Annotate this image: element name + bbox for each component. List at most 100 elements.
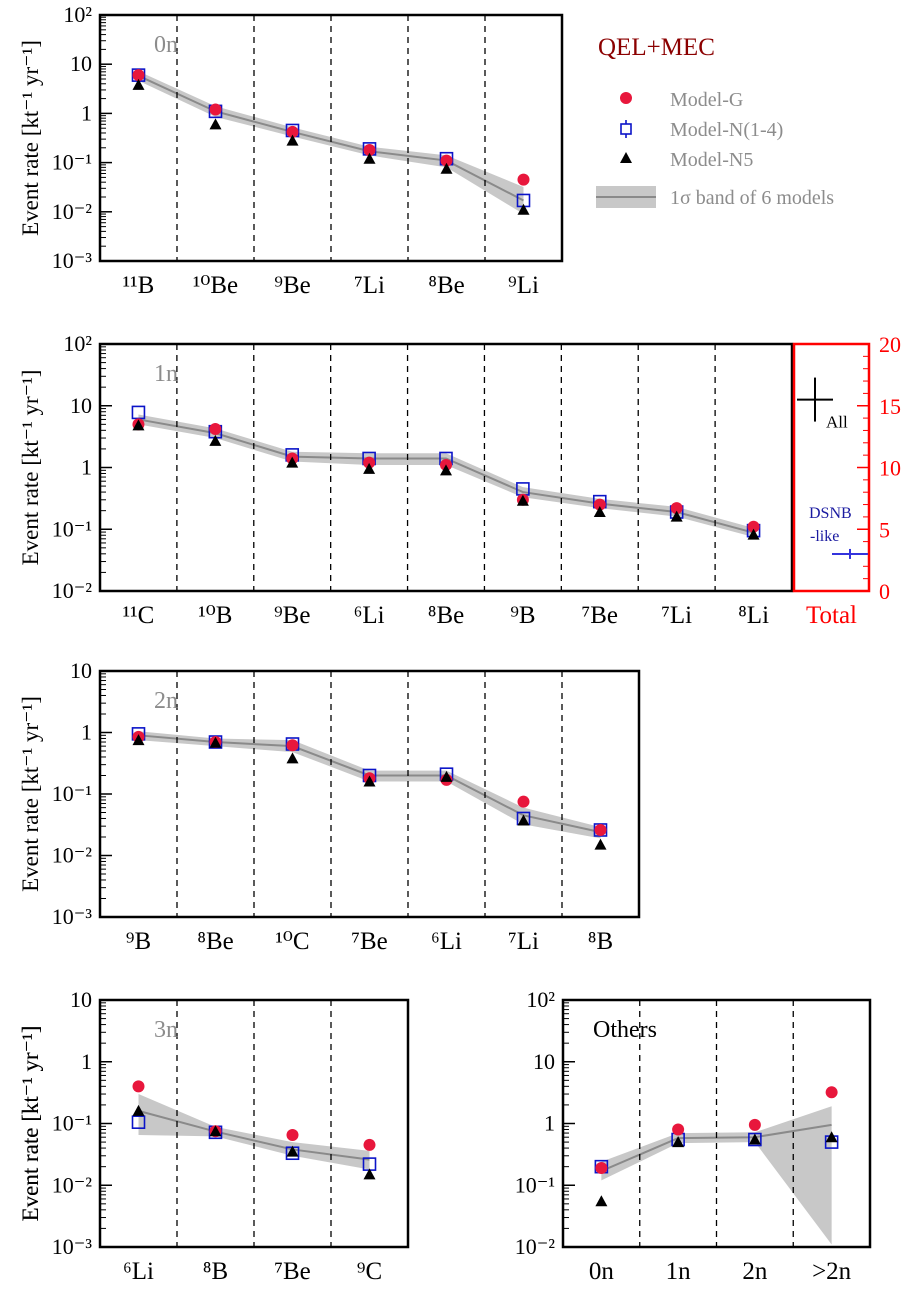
total-y-tick-label: 0 [879,579,890,604]
legend-label-model-g: Model-G [670,89,743,111]
total-label-dsnb-line2: -like [810,528,839,545]
y-tick-label: 1 [81,1049,92,1074]
plot-frame [98,13,564,263]
panel-2n: 10⁻³ 10⁻² 10⁻¹ 1 10 ⁹B ⁸Be ¹⁰C ⁷Be ⁶Li ⁷Li ⁸B 2n Even… [18,658,641,955]
x-tick-label: ⁷Li [354,272,385,299]
y-axis-title: Event rate [kt⁻¹ yr⁻¹] [18,1026,43,1222]
x-tick-label: 1n [666,1258,692,1285]
y-tick-label: 10⁻² [515,1234,556,1259]
x-tick-label: 2n [742,1258,768,1285]
x-tick-label: ⁹B [126,928,151,955]
y-tick-label: 10⁻² [52,1172,93,1197]
x-tick-label: ⁸Be [428,602,465,629]
y-axis-title: Event rate [kt⁻¹ yr⁻¹] [18,40,43,236]
x-tick-label: 0n [589,1258,615,1285]
marker-model-n5 [670,510,683,522]
y-tick-label: 10² [63,331,92,356]
y-tick-label: 10⁻¹ [52,150,92,175]
marker-model-g [517,795,530,808]
y-axis-title: Event rate [kt⁻¹ yr⁻¹] [18,1026,43,1222]
marker-model-g [593,498,606,511]
marker-model-g [672,1123,685,1136]
x-tick-label: ⁸B [588,928,613,955]
x-tick-label: ¹¹B [123,272,155,299]
marker-model-g [517,173,530,186]
total-y-tick-label: 10 [879,456,901,481]
marker-model-g [363,144,376,157]
marker-model-n14 [131,1115,146,1129]
x-tick-label: ⁶Li [123,1258,154,1285]
x-tick-label: ⁸Be [428,272,465,299]
marker-model-n5 [132,419,145,431]
marker-model-n5 [209,736,222,748]
marker-model-n5 [440,770,453,782]
uncertainty-band [138,414,754,537]
panel-others: 10⁻² 10⁻¹ 1 10 10² 0n 1n 2n >2n Others Event rate … [18,987,872,1285]
panel-label: 3n [154,1017,178,1043]
total-label-all: All [826,413,848,432]
marker-model-g [594,823,607,836]
marker-model-n5 [747,528,760,540]
y-tick-label: 10 [70,987,92,1012]
marker-model-g [440,154,453,167]
marker-model-g [670,502,683,515]
x-tick-label: ¹⁰B [198,602,232,629]
x-tick-label: ⁷Li [661,602,692,629]
marker-model-n5 [286,134,299,146]
x-tick-label: ⁹B [510,602,535,629]
band-center-line [138,418,754,534]
x-tick-label: ⁷Be [582,602,619,629]
marker-model-n5 [132,78,145,90]
y-tick-label: 10 [70,393,92,418]
x-tick-label: ⁷Li [508,928,539,955]
marker-model-g [286,739,299,752]
marker-model-n5 [286,752,299,764]
marker-model-n5 [132,734,145,746]
total-y-tick-label: 5 [879,517,890,542]
legend-label-band: 1σ band of 6 models [670,187,834,209]
marker-model-n5 [363,775,376,787]
legend-marker-model-g [620,92,632,104]
marker-model-n5 [440,162,453,174]
uncertainty-band [138,1094,370,1170]
x-tick-label: >2n [812,1258,852,1285]
marker-model-n5 [286,1145,299,1157]
total-panel: 0 5 10 15 20 Total All DSNB -like [792,332,901,629]
y-tick-label: 1 [81,455,92,480]
panel-3n: 10⁻³ 10⁻² 10⁻¹ 1 10 ⁶Li ⁸B ⁷Be ⁹C 3n Event rate [k… [18,987,410,1285]
total-y-tick-label: 15 [879,394,901,419]
marker-model-n5 [286,456,299,468]
x-tick-label: ⁹C [357,1258,382,1285]
legend: QEL+MEC Model-G Model-N(1-4) Model-N5 1σ… [596,34,834,209]
y-tick-label: 1 [544,1111,555,1136]
total-label-dsnb-line1: DSNB [809,505,852,522]
plot-frame [561,998,872,1249]
y-tick-label: 1 [81,720,92,745]
marker-model-g [747,520,760,533]
x-tick-label: ⁸Li [738,602,769,629]
y-tick-label: 10² [63,2,92,27]
panel-0n: 10⁻³ 10⁻² 10⁻¹ 1 10 10² ¹¹B ¹⁰Be ⁹Be ⁷Li ⁸Be ⁹Li 0n E… [18,2,564,299]
marker-model-n5 [594,838,607,850]
marker-model-g [748,1118,761,1131]
marker-model-n5 [209,118,222,130]
marker-model-g [286,125,299,138]
marker-model-g [825,1086,838,1099]
x-tick-label: ¹⁰C [275,928,309,955]
y-tick-label: 10 [533,1049,555,1074]
marker-model-g [132,69,145,82]
x-tick-label: ⁹Li [508,272,539,299]
legend-title: QEL+MEC [598,34,715,61]
marker-model-n5 [363,1168,376,1180]
marker-model-g [132,1080,145,1093]
panel-1n: 10⁻² 10⁻¹ 1 10 10² ¹¹C ¹⁰B ⁹Be ⁶Li ⁸Be ⁹B ⁷Be ⁷Li ⁸Li… [18,331,901,629]
marker-model-n5 [209,1125,222,1137]
y-tick-label: 10⁻² [52,578,93,603]
marker-model-n5 [517,203,530,215]
plot-frame [98,998,410,1249]
plot-frame [98,669,641,919]
legend-label-model-n5: Model-N5 [670,149,753,171]
x-tick-label: ⁸Be [197,928,234,955]
marker-model-n5 [516,494,529,506]
marker-model-g [363,456,376,469]
